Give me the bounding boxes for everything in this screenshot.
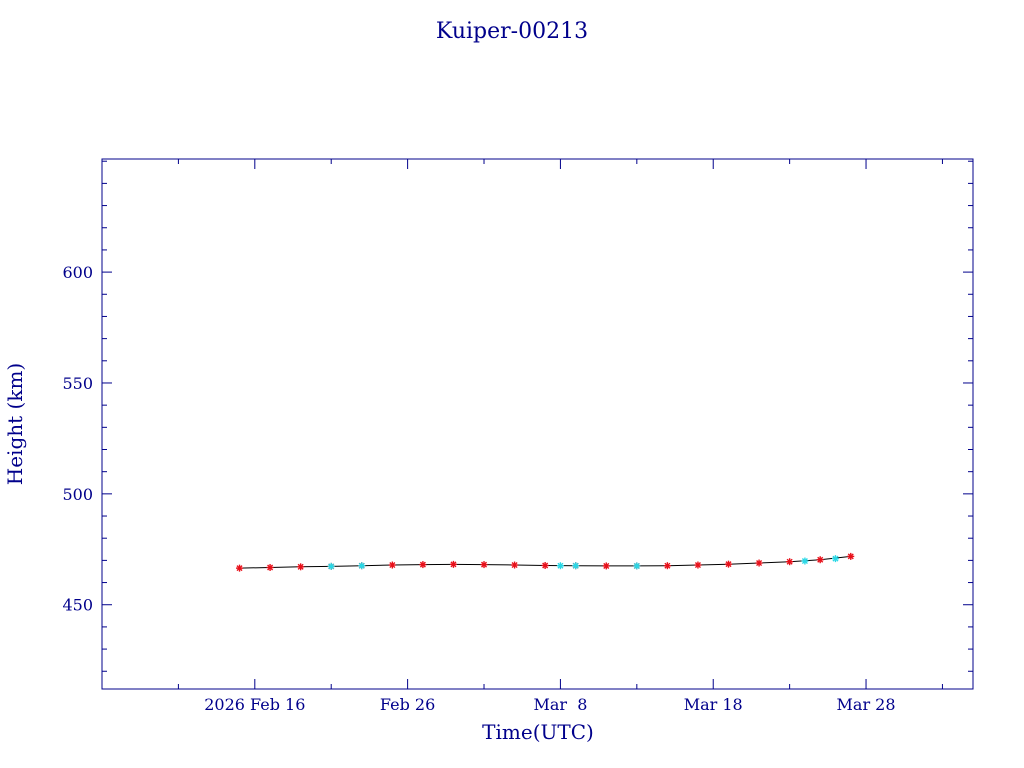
y-tick-labels: 450 500 550 600 [62,263,93,615]
data-point-red [786,558,794,566]
x-axis-label: Time(UTC) [482,720,594,744]
x-tick-label: 2026 Feb 16 [204,695,305,714]
y-tick-label: 500 [62,485,93,504]
data-point-red [694,561,702,569]
data-point-red [419,561,427,569]
data-point-red [602,562,610,570]
x-tick-label: Mar 8 [533,695,587,714]
data-point-red [755,559,763,567]
y-tick-label: 550 [62,374,93,393]
axis-ticks [102,159,973,689]
data-point-red [816,556,824,564]
data-point-red [236,564,244,572]
data-point-cyan [633,562,641,570]
data-point-cyan [801,557,809,565]
chart-title: Kuiper-00213 [436,19,588,44]
data-point-red [511,561,519,569]
x-tick-labels: 2026 Feb 16 Feb 26 Mar 8 Mar 18 Mar 28 [204,695,895,714]
data-point-red [541,561,549,569]
data-point-cyan [572,562,580,570]
plot-frame [101,158,974,690]
data-point-red [480,561,488,569]
data-points [236,552,855,572]
data-point-red [449,560,457,568]
data-point-red [297,563,305,571]
x-tick-label: Feb 26 [380,695,435,714]
data-point-red [847,552,855,560]
data-point-red [388,561,396,569]
data-point-cyan [831,555,839,563]
data-point-red [663,562,671,570]
data-point-cyan [556,562,564,570]
data-point-cyan [327,562,335,570]
y-axis-label: Height (km) [3,363,27,485]
x-tick-label: Mar 18 [684,695,743,714]
x-tick-label: Mar 28 [837,695,896,714]
y-tick-label: 600 [62,263,93,282]
data-point-cyan [358,562,366,570]
data-point-red [266,563,274,571]
y-tick-label: 450 [62,596,93,615]
data-point-red [725,560,733,568]
